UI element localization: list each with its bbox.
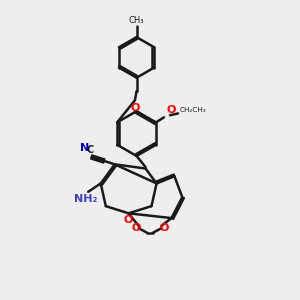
- Text: O: O: [132, 223, 141, 233]
- Text: O: O: [130, 103, 140, 113]
- Text: CH₃: CH₃: [129, 16, 144, 25]
- Text: CH₂CH₃: CH₂CH₃: [179, 106, 206, 112]
- Text: C: C: [86, 146, 93, 155]
- Text: NH₂: NH₂: [74, 194, 98, 204]
- Text: O: O: [159, 223, 168, 233]
- Text: O: O: [166, 105, 176, 115]
- Text: N: N: [80, 143, 89, 153]
- Text: O: O: [124, 215, 133, 225]
